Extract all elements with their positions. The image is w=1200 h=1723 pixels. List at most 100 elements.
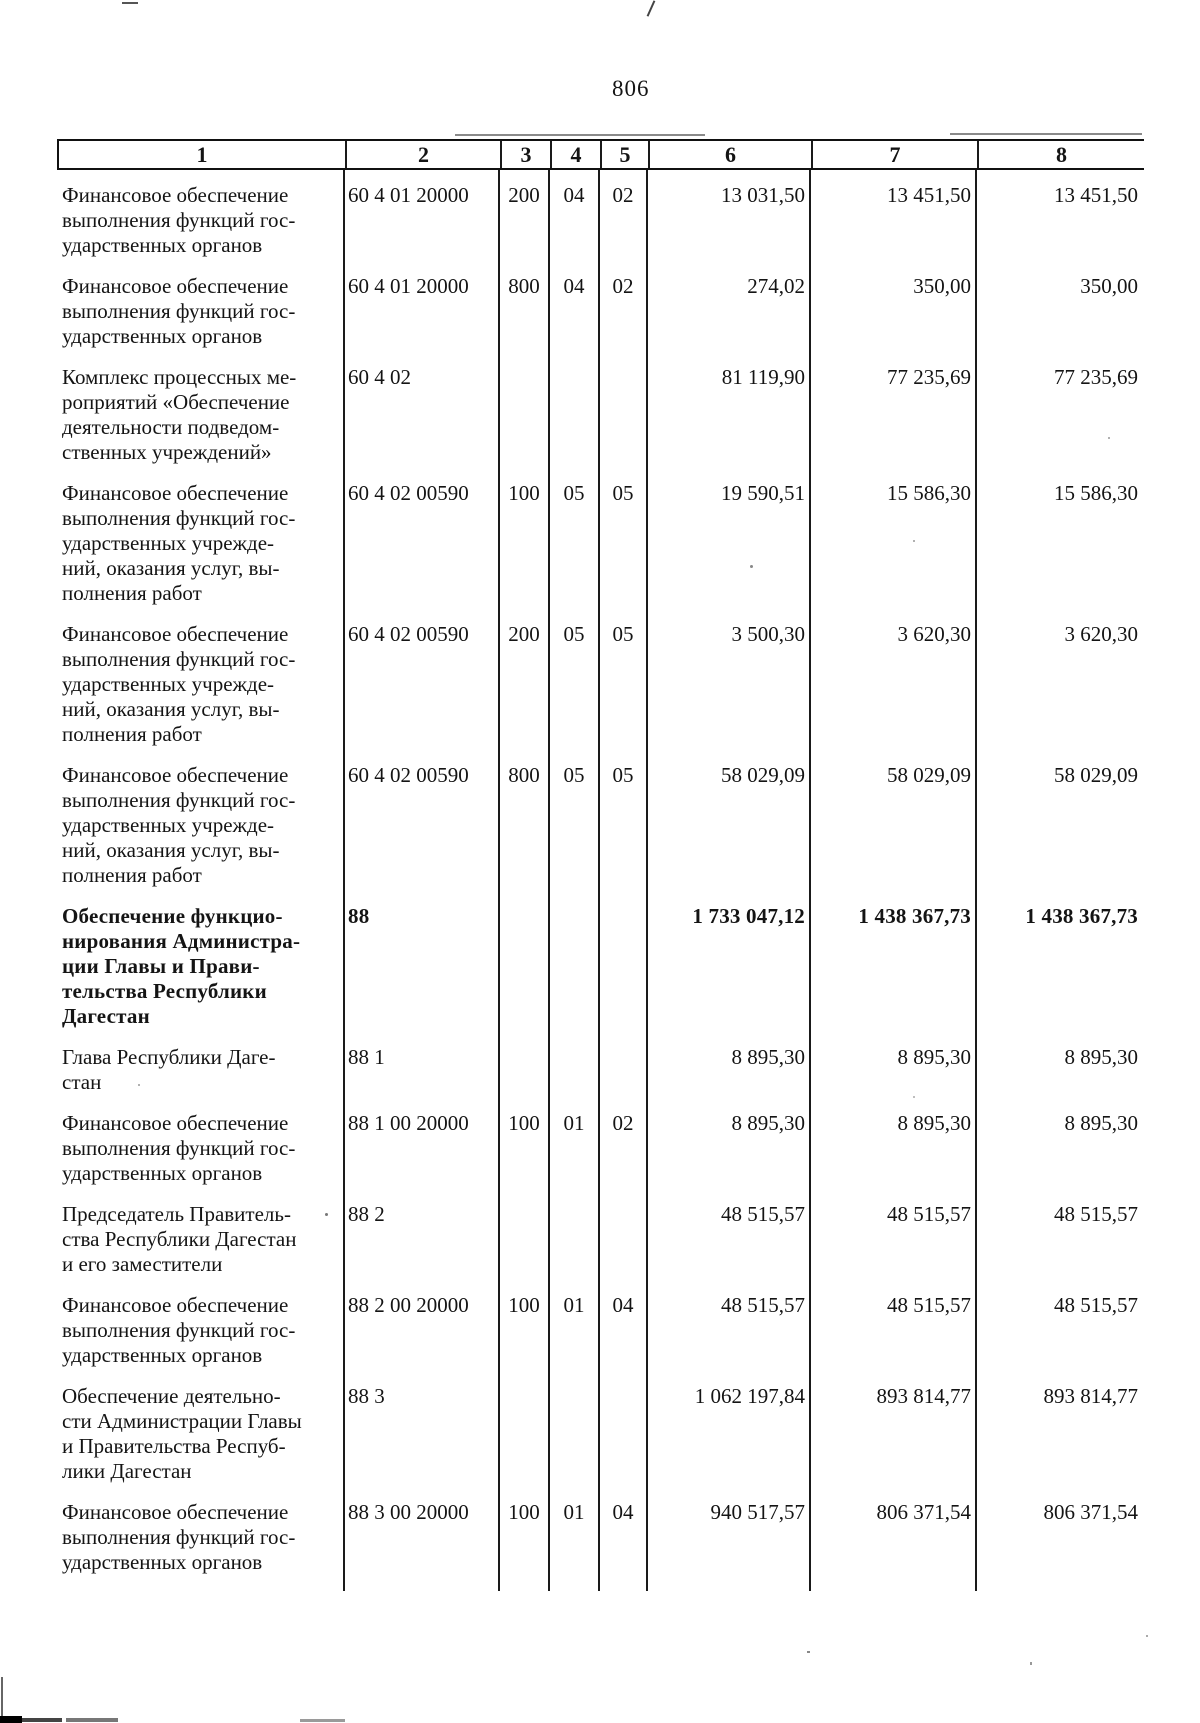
scan-edge-artifact	[0, 1716, 22, 1723]
cell-subsection: 04	[600, 1293, 648, 1384]
cell-amount-7: 15 586,30	[811, 481, 977, 622]
cell-expense-type: 100	[500, 1293, 550, 1384]
cell-code: 60 4 02	[345, 365, 500, 481]
table-row: Обеспечение функцио- нирования Администр…	[57, 904, 1142, 1045]
scan-artifact	[122, 2, 138, 4]
cell-code: 60 4 02 00590	[345, 622, 500, 763]
cell-expense-type: 200	[500, 170, 550, 274]
cell-amount-7: 893 814,77	[811, 1384, 977, 1500]
cell-amount-8: 8 895,30	[1064, 1045, 1139, 1069]
cell-subsection	[600, 1202, 648, 1293]
cell-name: Финансовое обеспечение выполнения функци…	[57, 1111, 345, 1202]
table-row: Финансовое обеспечение выполнения функци…	[57, 274, 1142, 365]
cell-expense-type: 100	[500, 1111, 550, 1202]
scan-edge-artifact	[1, 1677, 3, 1723]
table-row: Финансовое обеспечение выполнения функци…	[57, 1293, 1142, 1384]
cell-section: 04	[550, 170, 600, 274]
table-row: Финансовое обеспечение выполнения функци…	[57, 481, 1142, 622]
cell-amount-6: 8 895,30	[648, 1045, 811, 1111]
cell-subsection	[600, 365, 648, 481]
cell-name: Финансовое обеспечение выполнения функци…	[57, 763, 345, 904]
cell-amount-7: 13 451,50	[811, 170, 977, 274]
cell-expense-type: 800	[500, 274, 550, 365]
cell-subsection: 02	[600, 274, 648, 365]
cell-name: Финансовое обеспечение выполнения функци…	[57, 622, 345, 763]
scan-artifact	[807, 1651, 810, 1653]
cell-name: Финансовое обеспечение выполнения функци…	[57, 274, 345, 365]
cell-code: 88 3	[345, 1384, 500, 1500]
column-header-5: 5	[602, 141, 650, 168]
cell-section: 05	[550, 622, 600, 763]
scan-artifact	[646, 0, 656, 17]
cell-code: 88 1	[345, 1045, 500, 1111]
cell-amount-6: 1 062 197,84	[648, 1384, 811, 1500]
cell-name: Финансовое обеспечение выполнения функци…	[57, 1293, 345, 1384]
cell-amount-6: 19 590,51	[648, 481, 811, 622]
column-header-4: 4	[552, 141, 602, 168]
cell-amount-8: 3 620,30	[1064, 622, 1139, 646]
cell-name: Председатель Правитель- ства Республики …	[57, 1202, 345, 1293]
cell-code: 88 2 00 20000	[345, 1293, 500, 1384]
cell-subsection	[600, 1384, 648, 1500]
column-header-1: 1	[59, 141, 347, 168]
table-row: Комплекс процессных ме- роприятий «Обесп…	[57, 365, 1142, 481]
cell-amount-6: 13 031,50	[648, 170, 811, 274]
cell-amount-8: 1 438 367,73	[1025, 904, 1138, 928]
column-header-6: 6	[650, 141, 813, 168]
cell-expense-type	[500, 904, 550, 1045]
cell-expense-type: 200	[500, 622, 550, 763]
cell-amount-8: 15 586,30	[1054, 481, 1138, 505]
cell-amount-6: 274,02	[648, 274, 811, 365]
cell-amount-8: 806 371,54	[1043, 1500, 1139, 1524]
cell-amount-6: 48 515,57	[648, 1202, 811, 1293]
cell-subsection: 02	[600, 170, 648, 274]
cell-code: 88 3 00 20000	[345, 1500, 500, 1591]
column-header-2: 2	[347, 141, 502, 168]
cell-expense-type: 800	[500, 763, 550, 904]
page-number: 806	[612, 76, 650, 101]
cell-amount-8: 350,00	[1080, 274, 1138, 298]
cell-name: Обеспечение функцио- нирования Администр…	[57, 904, 345, 1045]
column-header-8: 8	[1056, 142, 1067, 167]
cell-subsection	[600, 1045, 648, 1111]
cell-amount-7: 48 515,57	[811, 1293, 977, 1384]
cell-amount-7: 806 371,54	[811, 1500, 977, 1591]
column-header-3: 3	[502, 141, 552, 168]
cell-section	[550, 365, 600, 481]
cell-code: 60 4 01 20000	[345, 170, 500, 274]
cell-code: 60 4 02 00590	[345, 481, 500, 622]
cell-code: 88 2	[345, 1202, 500, 1293]
table-header-row: 1 2 3 4 5 6 7 8	[57, 139, 1144, 170]
cell-section	[550, 904, 600, 1045]
cell-section: 05	[550, 481, 600, 622]
cell-expense-type	[500, 1384, 550, 1500]
cell-expense-type	[500, 1202, 550, 1293]
cell-amount-6: 1 733 047,12	[648, 904, 811, 1045]
cell-amount-7: 1 438 367,73	[811, 904, 977, 1045]
scan-artifact	[1146, 1635, 1148, 1637]
scan-edge-artifact	[66, 1718, 118, 1722]
cell-section	[550, 1384, 600, 1500]
cell-amount-8: 8 895,30	[1064, 1111, 1139, 1135]
table-row: Обеспечение деятельно- сти Администрации…	[57, 1384, 1142, 1500]
scan-artifact	[455, 134, 705, 136]
cell-amount-7: 48 515,57	[811, 1202, 977, 1293]
cell-code: 88	[345, 904, 500, 1045]
cell-name: Комплекс процессных ме- роприятий «Обесп…	[57, 365, 345, 481]
cell-subsection: 02	[600, 1111, 648, 1202]
scan-artifact	[950, 133, 1142, 135]
scan-artifact	[1030, 1662, 1032, 1665]
cell-section: 01	[550, 1293, 600, 1384]
cell-section: 05	[550, 763, 600, 904]
cell-expense-type	[500, 1045, 550, 1111]
cell-section: 01	[550, 1500, 600, 1591]
scan-edge-artifact	[22, 1718, 62, 1722]
table-row: Председатель Правитель- ства Республики …	[57, 1202, 1142, 1293]
table-row: Финансовое обеспечение выполнения функци…	[57, 1111, 1142, 1202]
cell-amount-7: 3 620,30	[811, 622, 977, 763]
cell-amount-6: 3 500,30	[648, 622, 811, 763]
table-row: Финансовое обеспечение выполнения функци…	[57, 1500, 1142, 1591]
cell-amount-8: 48 515,57	[1054, 1293, 1138, 1317]
cell-section	[550, 1202, 600, 1293]
